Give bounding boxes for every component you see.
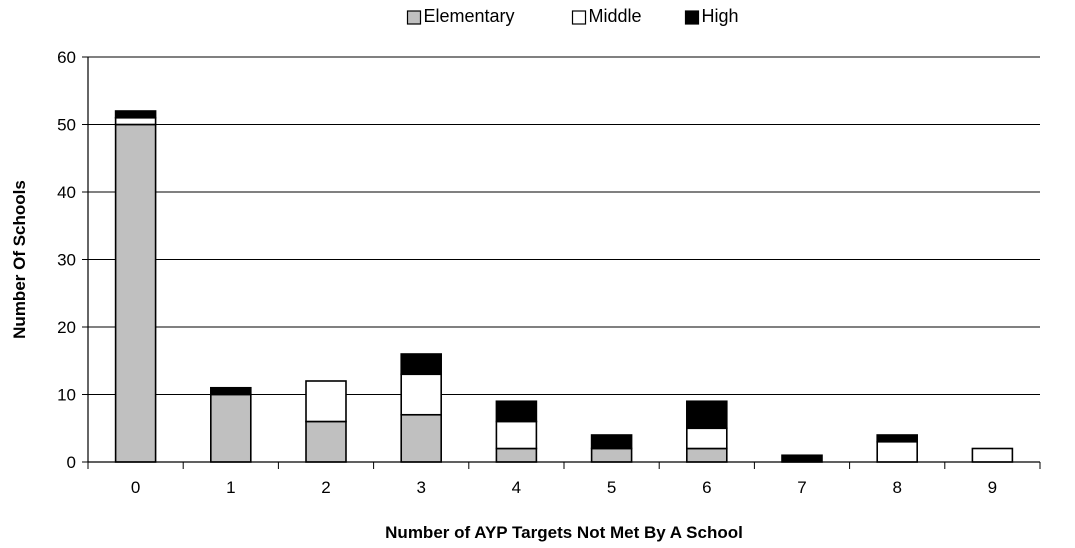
bar-middle	[114, 116, 157, 126]
bar-high	[876, 434, 918, 443]
bar-elementary	[114, 123, 157, 463]
x-tick-label: 9	[988, 478, 997, 497]
bar-elementary	[400, 413, 442, 463]
bar-high	[590, 434, 633, 450]
y-axis-title: Number Of Schools	[10, 180, 29, 339]
x-tick-label: 8	[892, 478, 901, 497]
bar-middle	[495, 420, 538, 450]
y-tick-label: 60	[57, 48, 76, 67]
bar-middle	[305, 380, 347, 423]
y-tick-label: 0	[67, 453, 76, 472]
x-tick-label: 0	[131, 478, 140, 497]
legend-swatch-elementary	[406, 10, 422, 25]
y-tick-label: 40	[57, 183, 76, 202]
legend-swatch-high	[684, 10, 700, 25]
bar-elementary	[590, 447, 633, 463]
bar-high	[686, 400, 728, 430]
legend-label-middle: Middle	[589, 6, 642, 26]
bar-elementary	[210, 393, 252, 463]
bar-middle	[400, 373, 442, 416]
legend-label-high: High	[702, 6, 739, 26]
y-tick-label: 50	[57, 116, 76, 135]
bar-high	[210, 386, 252, 396]
axes: 0 10 20 30 40 50 60 0 1 2 3 4 5 6 7 8 9	[57, 48, 1041, 497]
bar-elementary	[495, 447, 538, 463]
x-tick-label: 1	[226, 478, 235, 497]
bar-high	[114, 110, 157, 119]
legend-swatch-middle	[571, 10, 587, 25]
x-tick-label: 6	[702, 478, 711, 497]
x-tick-label: 3	[416, 478, 425, 497]
bar-elementary	[686, 447, 728, 463]
bar-middle	[686, 427, 728, 450]
x-tick-label: 2	[321, 478, 330, 497]
y-tick-label: 10	[57, 386, 76, 405]
bar-elementary	[305, 420, 347, 463]
x-tick-label: 7	[797, 478, 806, 497]
bar-high	[400, 353, 442, 376]
bar-middle	[971, 447, 1014, 463]
x-tick-label: 5	[607, 478, 616, 497]
bar-middle	[876, 440, 918, 463]
legend-label-elementary: Elementary	[424, 6, 515, 26]
bars	[114, 110, 1014, 463]
gridlines	[88, 56, 1040, 395]
y-tick-label: 30	[57, 251, 76, 270]
x-tick-label: 4	[512, 478, 521, 497]
legend: Elementary Middle High	[406, 6, 739, 26]
bar-high	[495, 400, 538, 423]
y-tick-label: 20	[57, 318, 76, 337]
bar-high	[781, 454, 823, 463]
x-axis-title: Number of AYP Targets Not Met By A Schoo…	[385, 523, 743, 542]
